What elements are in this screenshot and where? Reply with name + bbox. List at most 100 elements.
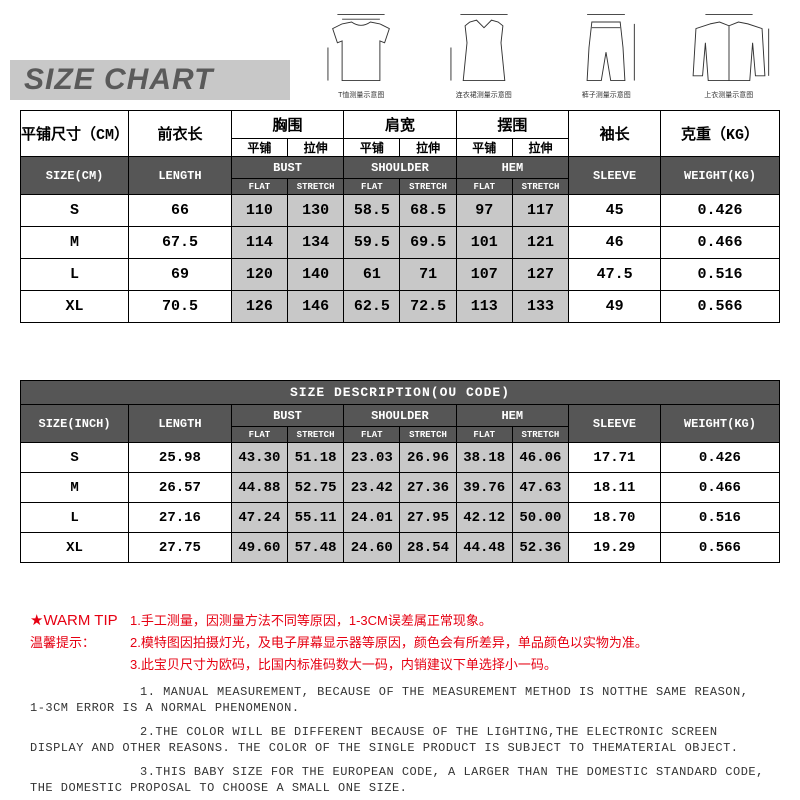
cell-shoulder-stretch: 69.5 <box>400 227 456 259</box>
cell-shoulder-stretch: 26.96 <box>400 443 456 473</box>
cell-hem-flat: 113 <box>456 291 512 323</box>
cell-length: 26.57 <box>129 473 232 503</box>
cell-sleeve: 18.11 <box>569 473 661 503</box>
cell-length: 67.5 <box>129 227 232 259</box>
sub-stretch-en: STRETCH <box>288 179 344 195</box>
table-row: XL 70.5 126 146 62.5 72.5 113 133 49 0.5… <box>21 291 780 323</box>
cell-bust-flat: 43.30 <box>231 443 287 473</box>
hdr-shoulder-en: SHOULDER <box>344 405 456 427</box>
cell-hem-stretch: 52.36 <box>512 533 568 563</box>
tip-cn-2: 温馨提示：2.模特图因拍摄灯光，及电子屏幕显示器等原因，颜色会有所差异，单品颜色… <box>30 632 770 654</box>
hdr-shoulder-en: SHOULDER <box>344 157 456 179</box>
cell-bust-stretch: 146 <box>288 291 344 323</box>
cell-bust-stretch: 52.75 <box>287 473 343 503</box>
tip-en-3: 3.THIS BABY SIZE FOR THE EUROPEAN CODE, … <box>30 764 770 796</box>
table-row: M 26.57 44.88 52.75 23.42 27.36 39.76 47… <box>21 473 780 503</box>
cell-bust-flat: 120 <box>231 259 287 291</box>
table-row: S 66 110 130 58.5 68.5 97 117 45 0.426 <box>21 195 780 227</box>
cell-bust-stretch: 140 <box>288 259 344 291</box>
cell-hem-stretch: 46.06 <box>512 443 568 473</box>
desc-header: SIZE DESCRIPTION(OU CODE) <box>21 381 780 405</box>
cell-weight: 0.426 <box>660 443 779 473</box>
sub-stretch-en: STRETCH <box>512 179 568 195</box>
cell-sleeve: 45 <box>569 195 661 227</box>
cell-shoulder-flat: 23.03 <box>344 443 400 473</box>
tip-cn-3: 3.此宝贝尺寸为欧码，比国内标准码数大一码，内销建议下单选择小一码。 <box>30 654 770 676</box>
cell-sleeve: 49 <box>569 291 661 323</box>
hdr-hem-en: HEM <box>456 157 568 179</box>
diagram-caption: 上衣测量示意图 <box>704 90 753 100</box>
sub-flat: 平铺 <box>231 139 287 157</box>
sub-flat-en: FLAT <box>456 427 512 443</box>
sub-stretch-en: STRETCH <box>287 427 343 443</box>
cell-shoulder-stretch: 71 <box>400 259 456 291</box>
hdr-size-en: SIZE(INCH) <box>21 405 129 443</box>
cell-weight: 0.426 <box>661 195 780 227</box>
table-row: XL 27.75 49.60 57.48 24.60 28.54 44.48 5… <box>21 533 780 563</box>
cell-weight: 0.466 <box>660 473 779 503</box>
cell-bust-stretch: 51.18 <box>287 443 343 473</box>
hdr-length-en: LENGTH <box>129 405 232 443</box>
cell-bust-flat: 126 <box>231 291 287 323</box>
cell-shoulder-stretch: 72.5 <box>400 291 456 323</box>
cell-shoulder-flat: 24.60 <box>344 533 400 563</box>
cell-bust-flat: 110 <box>231 195 287 227</box>
cell-shoulder-flat: 23.42 <box>344 473 400 503</box>
tip-en-2: 2.THE COLOR WILL BE DIFFERENT BECAUSE OF… <box>30 724 770 756</box>
cell-shoulder-stretch: 28.54 <box>400 533 456 563</box>
cell-hem-flat: 44.48 <box>456 533 512 563</box>
cell-hem-stretch: 127 <box>512 259 568 291</box>
cell-hem-stretch: 133 <box>512 291 568 323</box>
measurement-diagrams: T恤测量示意图 连衣裙测量示意图 裤子测量示意图 上衣测量示意图 <box>300 5 790 105</box>
tip-en-1: 1. MANUAL MEASUREMENT, BECAUSE OF THE ME… <box>30 684 770 716</box>
table-row: M 67.5 114 134 59.5 69.5 101 121 46 0.46… <box>21 227 780 259</box>
title-banner: SIZE CHART <box>10 60 290 100</box>
cell-sleeve: 19.29 <box>569 533 661 563</box>
cell-hem-stretch: 47.63 <box>512 473 568 503</box>
hdr-sleeve-en: SLEEVE <box>569 157 661 195</box>
cell-size: M <box>21 227 129 259</box>
cell-sleeve: 46 <box>569 227 661 259</box>
cell-shoulder-flat: 58.5 <box>344 195 400 227</box>
sub-stretch: 拉伸 <box>512 139 568 157</box>
cell-shoulder-flat: 24.01 <box>344 503 400 533</box>
cell-bust-flat: 49.60 <box>231 533 287 563</box>
cell-bust-flat: 47.24 <box>231 503 287 533</box>
cell-bust-flat: 44.88 <box>231 473 287 503</box>
hdr-hem-cn: 摆围 <box>456 111 568 139</box>
diagram-caption: 裤子测量示意图 <box>582 90 631 100</box>
table-row: S 25.98 43.30 51.18 23.03 26.96 38.18 46… <box>21 443 780 473</box>
cell-bust-stretch: 55.11 <box>287 503 343 533</box>
cell-length: 69 <box>129 259 232 291</box>
hdr-weight-cn: 克重（KG） <box>661 111 780 157</box>
diagram-tshirt: T恤测量示意图 <box>306 5 416 105</box>
cell-length: 66 <box>129 195 232 227</box>
sub-flat-en: FLAT <box>344 179 400 195</box>
page-title: SIZE CHART <box>24 63 213 97</box>
cell-weight: 0.516 <box>660 503 779 533</box>
cell-hem-flat: 101 <box>456 227 512 259</box>
cell-size: XL <box>21 291 129 323</box>
cell-length: 70.5 <box>129 291 232 323</box>
table-row: L 27.16 47.24 55.11 24.01 27.95 42.12 50… <box>21 503 780 533</box>
cell-length: 27.16 <box>129 503 232 533</box>
hdr-sleeve-en: SLEEVE <box>569 405 661 443</box>
sub-stretch-en: STRETCH <box>400 179 456 195</box>
cell-sleeve: 18.70 <box>569 503 661 533</box>
cell-shoulder-stretch: 27.36 <box>400 473 456 503</box>
cell-weight: 0.516 <box>661 259 780 291</box>
cell-size: L <box>21 259 129 291</box>
sub-flat: 平铺 <box>344 139 400 157</box>
cell-size: L <box>21 503 129 533</box>
cell-hem-flat: 38.18 <box>456 443 512 473</box>
hdr-weight-en: WEIGHT(KG) <box>661 157 780 195</box>
cell-size: S <box>21 195 129 227</box>
cell-weight: 0.466 <box>661 227 780 259</box>
cell-hem-flat: 107 <box>456 259 512 291</box>
size-table-cm: 平铺尺寸（CM） 前衣长 胸围 肩宽 摆围 袖长 克重（KG） 平铺拉伸 平铺拉… <box>20 110 780 323</box>
cell-shoulder-flat: 62.5 <box>344 291 400 323</box>
table-row: L 69 120 140 61 71 107 127 47.5 0.516 <box>21 259 780 291</box>
cell-sleeve: 17.71 <box>569 443 661 473</box>
sub-flat-en: FLAT <box>456 179 512 195</box>
warm-tips: ★WARM TIP1.手工测量，因测量方法不同等原因，1-3CM误差属正常现象。… <box>30 610 770 796</box>
